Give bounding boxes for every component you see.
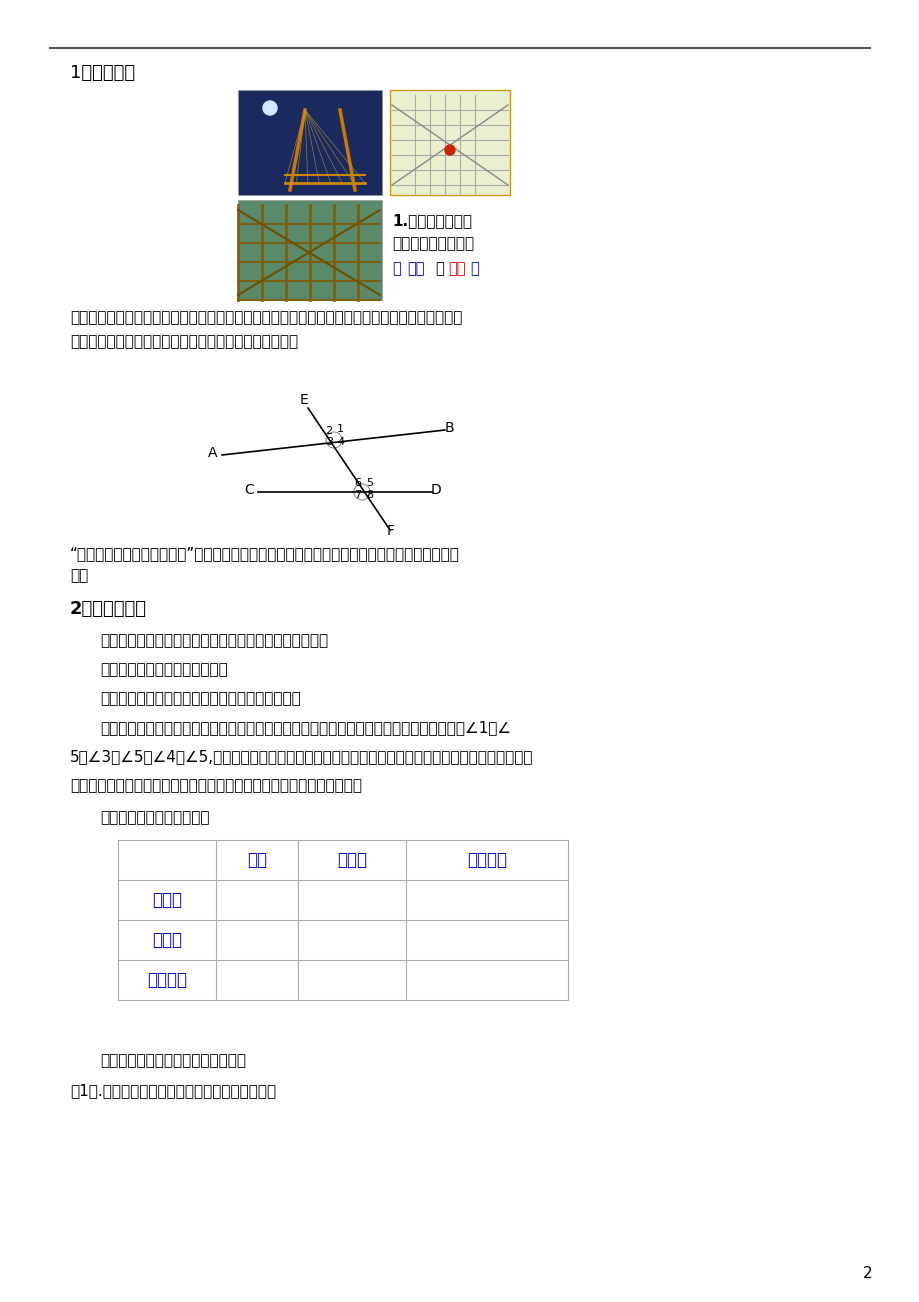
Text: 1、复习导入: 1、复习导入 — [70, 64, 135, 82]
Text: 3: 3 — [325, 437, 333, 447]
Text: D: D — [430, 483, 441, 497]
Text: 1: 1 — [336, 424, 344, 434]
Text: 2: 2 — [862, 1266, 872, 1281]
Text: 观察图中两条直线被第三条直线所截，能形成多少个角？: 观察图中两条直线被第三条直线所截，能形成多少个角？ — [100, 633, 328, 648]
Text: 截线: 截线 — [246, 852, 267, 868]
Text: 5，∠3与∠5，∠4与∠5,），让学生来总结位置关系，找出有着类似的位置关系的角，并为这样的一类角: 5，∠3与∠5，∠4与∠5,），让学生来总结位置关系，找出有着类似的位置关系的角… — [70, 749, 533, 764]
Text: 用。: 用。 — [70, 568, 88, 583]
Text: 有哪两种位置关系？: 有哪两种位置关系？ — [391, 236, 473, 251]
Text: 5: 5 — [366, 478, 372, 488]
Text: 总结完后完成下列习题，巩固基础。: 总结完后完成下列习题，巩固基础。 — [100, 1053, 245, 1068]
Text: F: F — [387, 523, 394, 538]
Text: “两条直线被第三条直线所截”教师向学生灌输第三条直线是联系前两条直线的纽带，起着桥梁作: “两条直线被第三条直线所截”教师向学生灌输第三条直线是联系前两条直线的纽带，起着… — [70, 546, 460, 561]
Text: 结构特征: 结构特征 — [467, 852, 506, 868]
Text: 思考这些角的位置关系有哪些？: 思考这些角的位置关系有哪些？ — [100, 661, 228, 677]
Text: 平行: 平行 — [406, 260, 424, 276]
Text: 7: 7 — [354, 490, 361, 500]
Circle shape — [263, 102, 277, 115]
Text: 学生会发现对顶角，然后再观察其他的位置关系。: 学生会发现对顶角，然后再观察其他的位置关系。 — [100, 691, 301, 706]
Text: 在学完三个角后，完成总结: 在学完三个角后，完成总结 — [100, 810, 210, 825]
Text: 4: 4 — [336, 437, 344, 447]
Text: 师出示跨海大桥、交通地图等图片，让学生仔细观察，并思考平面上两条直线有哪两种位置关系，: 师出示跨海大桥、交通地图等图片，让学生仔细观察，并思考平面上两条直线有哪两种位置… — [70, 310, 462, 326]
Circle shape — [445, 145, 455, 155]
Text: 2、自主学习：: 2、自主学习： — [70, 600, 147, 618]
Text: 1.平面上两条直线: 1.平面上两条直线 — [391, 214, 471, 228]
Text: 起名字，发现他们的图形类似哪些字母，并用手指指出形状，加深记忆。: 起名字，发现他们的图形类似哪些字母，并用手指指出形状，加深记忆。 — [70, 779, 361, 793]
Text: 此时教师指明其中两个角（依据学习内容顺序，同位角、内错角、同旁内角指明的角依次是∠1与∠: 此时教师指明其中两个角（依据学习内容顺序，同位角、内错角、同旁内角指明的角依次是… — [100, 720, 510, 736]
Text: C: C — [244, 483, 254, 497]
Text: 学生会回答相交或平行，由具体的图片抽象出几何图形：: 学生会回答相交或平行，由具体的图片抽象出几何图形： — [70, 335, 298, 349]
Text: 被截线: 被截线 — [336, 852, 367, 868]
Text: E: E — [300, 393, 308, 408]
Text: 内错角: 内错角 — [152, 931, 182, 949]
Text: （1）.识别哪些角是同位角、内错角、同旁内角。: （1）.识别哪些角是同位角、内错角、同旁内角。 — [70, 1083, 276, 1098]
Text: 相交: 相交 — [448, 260, 465, 276]
Text: 和: 和 — [435, 260, 443, 276]
Text: 2: 2 — [324, 426, 332, 436]
Text: ）: ） — [470, 260, 478, 276]
FancyBboxPatch shape — [238, 201, 381, 299]
Text: 同位角: 同位角 — [152, 891, 182, 909]
Text: 同旁内角: 同旁内角 — [147, 971, 187, 990]
FancyBboxPatch shape — [390, 90, 509, 195]
Text: 6: 6 — [354, 478, 360, 488]
FancyBboxPatch shape — [238, 90, 381, 195]
Text: A: A — [208, 447, 218, 460]
Text: （: （ — [391, 260, 401, 276]
Text: 8: 8 — [366, 490, 373, 500]
Text: B: B — [444, 421, 453, 435]
